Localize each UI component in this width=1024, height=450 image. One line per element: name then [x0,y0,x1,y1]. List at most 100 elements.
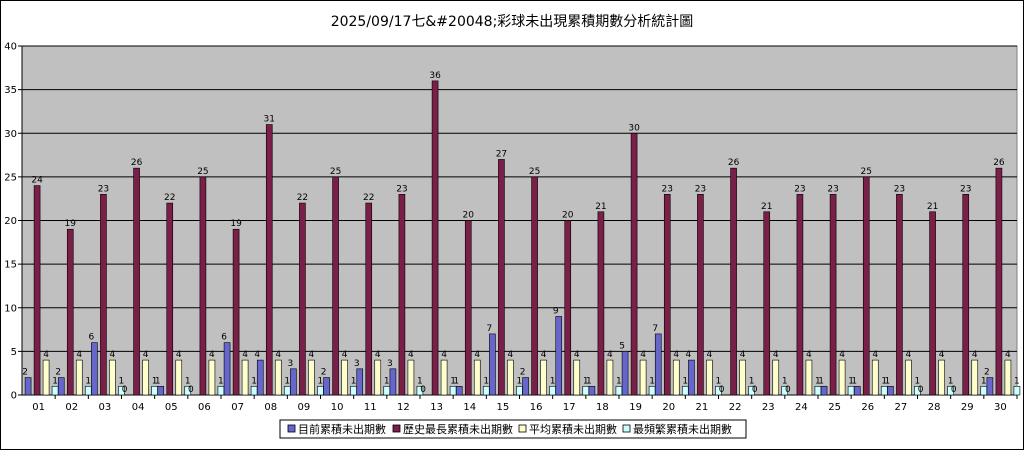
data-label: 4 [541,350,547,360]
x-tick-label: 15 [497,402,510,413]
bar [582,385,590,396]
bar [522,377,529,396]
data-label: 1 [981,376,987,386]
data-label: 20 [463,211,475,221]
data-label: 3 [288,359,294,369]
bar [654,333,662,396]
data-label: 23 [794,184,805,194]
bar [24,377,32,396]
data-label: 1 [885,376,891,386]
x-tick-label: 14 [463,402,476,413]
data-label: 2 [520,368,526,378]
x-tick-label: 03 [99,402,112,413]
x-tick-label: 25 [828,402,841,413]
bar [896,194,903,396]
data-label: 0 [420,385,426,395]
bar [91,342,98,396]
data-label: 1 [716,376,722,386]
data-label: 0 [752,385,758,395]
bar [507,359,514,396]
data-label: 23 [396,184,407,194]
data-label: 4 [740,350,746,360]
data-label: 4 [275,350,281,360]
legend-label: 目前累積未出期數 [298,422,386,436]
bar [356,368,364,396]
bar [383,385,391,396]
bar [283,385,291,396]
data-label: 1 [318,376,324,386]
bar [914,385,921,396]
data-label: 1 [550,376,556,386]
bar [407,359,415,396]
bar [688,359,695,396]
x-tick-label: 18 [596,402,609,413]
data-label: 30 [628,123,640,133]
data-label: 1 [649,376,655,386]
data-label: 25 [529,167,540,177]
data-label: 0 [719,385,725,395]
legend-swatch [287,424,296,433]
data-label: 1 [483,376,489,386]
x-tick-label: 16 [530,402,543,413]
bar [33,185,41,396]
legend-item: 歷史最長累積未出期數 [392,422,513,436]
data-label: 1 [815,376,821,386]
data-label: 4 [254,350,260,360]
data-label: 7 [487,324,493,334]
data-label: 1 [185,376,191,386]
data-label: 4 [939,350,945,360]
bar [564,220,572,396]
bar [482,385,490,396]
bar [880,385,888,396]
legend: 目前累積未出期數 歷史最長累積未出期數 平均累積未出期數 最頻繁累積未出期數 [279,419,747,439]
bar [555,316,563,396]
bar [1004,359,1012,396]
data-label: 1 [851,376,857,386]
x-tick-label: 23 [762,402,775,413]
bar [389,368,397,396]
bar [151,385,158,396]
data-label: 4 [242,350,248,360]
bar [223,342,231,396]
bar [853,385,861,396]
bar [274,359,282,396]
bar [697,194,704,396]
data-label: 1 [749,376,755,386]
data-label: 4 [906,350,912,360]
data-label: 1 [152,376,158,386]
data-label: 1 [119,376,125,386]
bar [938,359,945,396]
bar [208,359,216,396]
data-label: 4 [43,350,49,360]
data-label: 20 [562,211,574,221]
data-label: 4 [375,350,381,360]
data-label: 0 [918,385,924,395]
bar [175,359,183,396]
bar [829,194,837,396]
data-label: 23 [662,184,673,194]
data-label: 25 [197,167,208,177]
data-label: 1 [782,376,788,386]
x-tick-label: 19 [629,402,642,413]
data-label: 1 [417,376,423,386]
data-label: 1 [583,376,589,386]
bar [995,167,1003,396]
data-label: 4 [110,350,116,360]
bar [75,359,83,396]
bar [621,351,629,396]
y-tick-label: 15 [4,260,17,271]
x-tick-label: 12 [397,402,410,413]
bar [290,368,297,396]
chart-title: 2025/09/17七&#20048;彩球未出現累積期數分析統計圖 [331,14,694,30]
data-label: 21 [595,202,606,212]
bar [838,359,846,396]
data-label: 4 [806,350,812,360]
bar [133,167,140,396]
data-label: 1 [586,376,592,386]
data-label: 1 [450,376,456,386]
data-label: 21 [927,202,938,212]
data-label: 4 [640,350,646,360]
data-label: 1 [848,376,854,386]
data-label: 4 [773,350,779,360]
